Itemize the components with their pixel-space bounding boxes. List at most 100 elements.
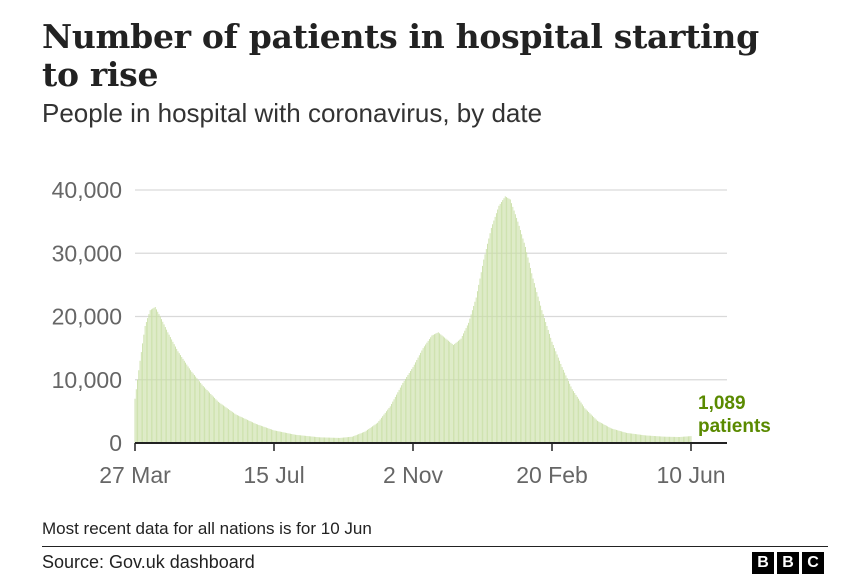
bar [422, 348, 424, 443]
bar [623, 432, 625, 443]
bar [200, 382, 202, 443]
bar [415, 362, 416, 443]
bar [177, 351, 179, 443]
bar [431, 335, 433, 443]
bar [641, 434, 643, 443]
x-tick-label: 10 Jun [656, 462, 725, 488]
bar [255, 424, 257, 443]
bar [499, 203, 501, 443]
bar [190, 370, 192, 443]
bar [461, 336, 463, 443]
x-tick-label: 2 Nov [383, 462, 444, 488]
bar [502, 200, 504, 443]
bar [154, 307, 156, 443]
bar [140, 352, 142, 443]
bar [580, 402, 582, 443]
bar [551, 341, 553, 443]
bar [480, 272, 482, 443]
bar [672, 436, 674, 443]
bar [389, 406, 391, 443]
bar [402, 382, 404, 443]
bar [387, 409, 389, 443]
bar [519, 230, 521, 443]
bar [221, 404, 223, 443]
bar [609, 427, 611, 443]
bar [293, 434, 295, 443]
bar [345, 437, 347, 443]
bar [282, 432, 284, 443]
bar [288, 433, 290, 443]
bar [479, 278, 481, 443]
bar [296, 434, 298, 443]
bar [329, 437, 331, 443]
bar [590, 414, 592, 443]
bar [638, 434, 640, 443]
bar [204, 387, 205, 443]
bar [159, 316, 161, 443]
bar [537, 296, 539, 443]
bar [268, 428, 270, 443]
bar [148, 314, 150, 443]
bar [162, 321, 164, 443]
bar [546, 325, 548, 443]
bar [393, 399, 395, 443]
bar [134, 398, 136, 443]
bar [244, 418, 246, 443]
bar [567, 380, 569, 443]
chart-title: Number of patients in hospital starting … [42, 17, 759, 94]
bar [661, 436, 663, 443]
bar [416, 359, 418, 443]
bar [690, 436, 692, 443]
bar [354, 435, 356, 443]
bar [585, 409, 587, 443]
bar [676, 436, 678, 443]
bar [657, 436, 659, 443]
bar [447, 340, 449, 443]
bar [578, 398, 579, 443]
bar [608, 427, 610, 443]
bar [360, 433, 362, 443]
bar [527, 257, 529, 443]
bar [471, 310, 473, 443]
bar [576, 396, 578, 443]
bar [211, 395, 213, 443]
bar [603, 424, 605, 443]
bar [233, 412, 235, 443]
bar [674, 436, 676, 443]
bar [168, 334, 170, 443]
bar [181, 356, 183, 443]
bar [291, 433, 293, 443]
bar [412, 367, 414, 443]
bar [535, 287, 537, 443]
bar [169, 337, 171, 443]
bar [202, 386, 204, 443]
bar [428, 339, 430, 443]
bar [437, 332, 439, 443]
bar [425, 344, 427, 443]
bar [363, 432, 365, 443]
bar [271, 429, 272, 443]
bar [532, 278, 534, 443]
bar [317, 437, 319, 443]
bar [245, 419, 247, 443]
bar [643, 435, 645, 443]
bar [185, 362, 186, 443]
bar [570, 386, 572, 443]
bar [562, 369, 564, 443]
bar [331, 437, 333, 443]
bar [152, 308, 154, 443]
bar [656, 436, 658, 443]
bar [669, 436, 670, 443]
bar [344, 437, 346, 443]
bar [379, 419, 381, 443]
bar [207, 391, 209, 443]
bar [646, 435, 648, 443]
bar [359, 433, 361, 443]
bar [454, 343, 456, 443]
bar [135, 389, 137, 443]
bar [277, 431, 279, 443]
bar [335, 437, 337, 443]
bar [272, 429, 274, 443]
y-tick-label: 20,000 [52, 304, 122, 330]
bar [392, 401, 394, 443]
